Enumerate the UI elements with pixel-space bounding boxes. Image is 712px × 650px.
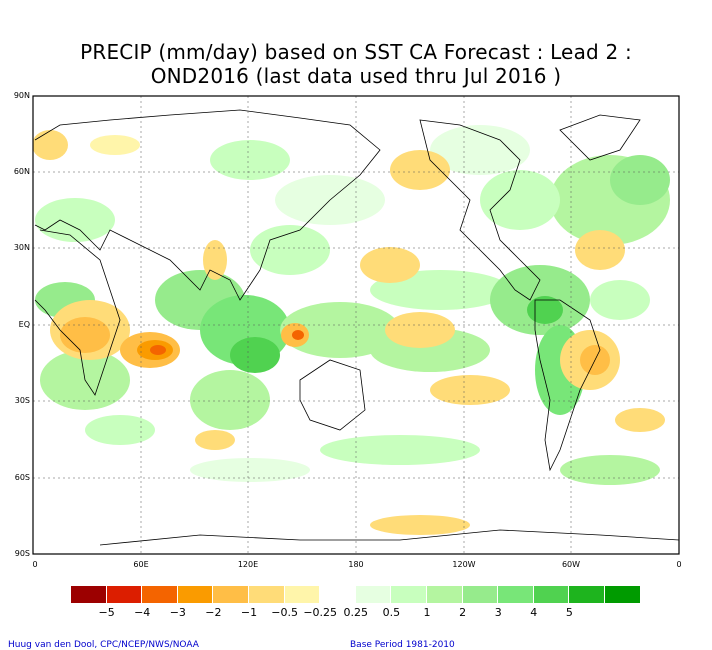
legend-swatch xyxy=(106,586,143,603)
legend-label: −1 xyxy=(240,606,258,619)
legend-label: 1 xyxy=(423,606,431,619)
lon-label-60e: 60E xyxy=(133,560,149,569)
legend-label: 2 xyxy=(459,606,467,619)
legend-label: −5 xyxy=(98,606,115,619)
base-period-note: Base Period 1981-2010 xyxy=(350,640,455,650)
legend-swatch xyxy=(177,586,214,603)
lat-label-eq: EQ xyxy=(18,320,30,329)
legend-swatch xyxy=(142,586,178,603)
lon-label-180: 180 xyxy=(348,560,364,569)
lon-label-0: 0 xyxy=(32,560,38,569)
lat-label-30s: 30S xyxy=(14,396,30,405)
map-frame xyxy=(32,95,680,555)
legend-swatch xyxy=(249,586,285,603)
legend-swatch xyxy=(533,586,570,603)
legend-label: −0.25 xyxy=(303,606,338,619)
legend-label: −4 xyxy=(134,606,151,619)
legend-swatch xyxy=(462,586,499,603)
legend-swatch xyxy=(71,586,107,603)
legend-label: 4 xyxy=(530,606,538,619)
legend-label: −2 xyxy=(205,606,222,619)
lat-label-90s: 90S xyxy=(14,549,30,558)
legend-swatch xyxy=(427,586,463,603)
legend-swatch xyxy=(284,586,321,603)
coastline-layer xyxy=(34,109,679,546)
title-line-1: PRECIP (mm/day) based on SST CA Forecast… xyxy=(80,40,632,64)
legend-label: 5 xyxy=(565,606,573,619)
negative-anomaly-layer xyxy=(33,130,665,535)
lat-label-90n: 90N xyxy=(13,91,30,100)
lat-label-60n: 60N xyxy=(13,167,30,176)
lon-label-60w: 60W xyxy=(561,560,581,569)
lat-label-30n: 30N xyxy=(13,243,30,252)
legend-label: 3 xyxy=(494,606,502,619)
lon-label-120e: 120E xyxy=(237,560,259,569)
legend-label: −3 xyxy=(169,606,186,619)
lat-label-60s: 60S xyxy=(14,473,30,482)
legend-swatch xyxy=(569,586,605,603)
legend-label: −0.5 xyxy=(271,606,298,619)
legend-swatch xyxy=(320,586,356,603)
gridlines xyxy=(33,96,679,554)
legend-label: 0.5 xyxy=(382,606,401,619)
legend-swatch xyxy=(498,586,534,603)
title-line-2: OND2016 (last data used thru Jul 2016 ) xyxy=(150,64,562,88)
lon-label-0-east: 0 xyxy=(676,560,682,569)
legend-swatch xyxy=(213,586,249,603)
legend-label: 0.25 xyxy=(343,606,369,619)
lon-label-120w: 120W xyxy=(452,560,476,569)
legend-swatch xyxy=(605,586,641,603)
legend-swatch xyxy=(391,586,427,603)
author-credit: Huug van den Dool, CPC/NCEP/NWS/NOAA xyxy=(8,640,199,650)
legend-swatch xyxy=(355,586,392,603)
